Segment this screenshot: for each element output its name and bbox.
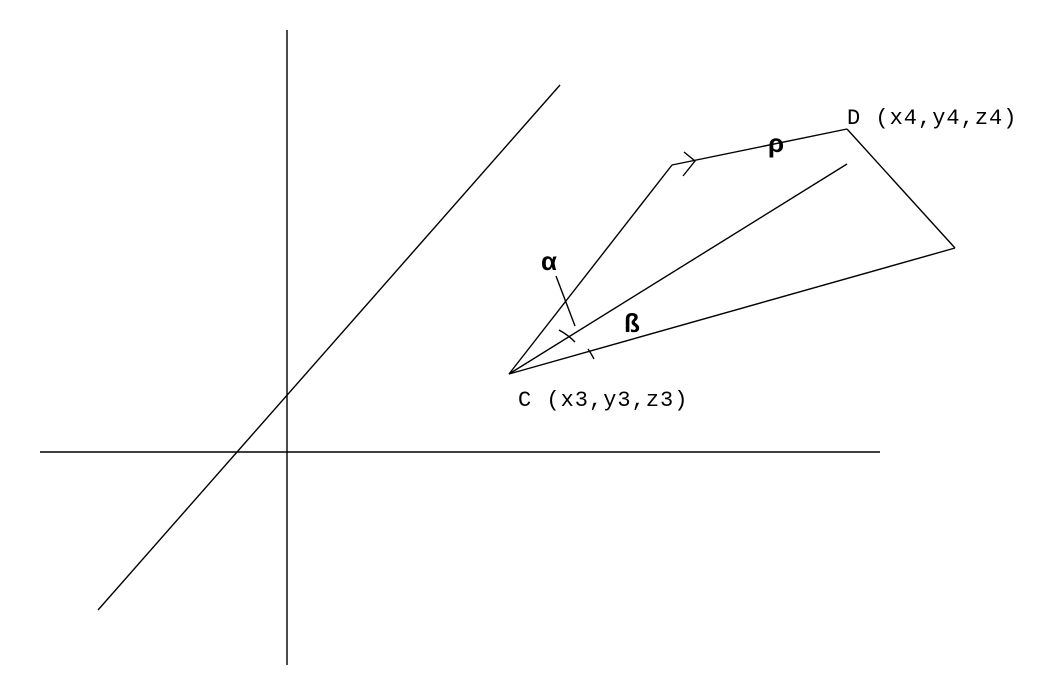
line-C-to-apex: [509, 165, 672, 374]
axis-diagonal: [98, 85, 560, 610]
label-alpha: α: [541, 246, 557, 277]
line-apex-to-D: [672, 129, 847, 165]
diagram-svg: [0, 0, 1046, 682]
label-rho: ρ: [768, 128, 784, 159]
label-point-D: D (x4,y4,z4): [847, 106, 1017, 131]
line-C-to-right: [509, 248, 955, 374]
alpha-arc: [559, 330, 575, 342]
line-C-to-D-crossing: [509, 164, 847, 374]
right-angle-marker: [683, 152, 695, 176]
line-D-to-right: [847, 129, 955, 248]
label-point-C: C (x3,y3,z3): [518, 388, 688, 413]
label-beta: ß: [624, 308, 640, 339]
alpha-leader: [556, 276, 575, 326]
